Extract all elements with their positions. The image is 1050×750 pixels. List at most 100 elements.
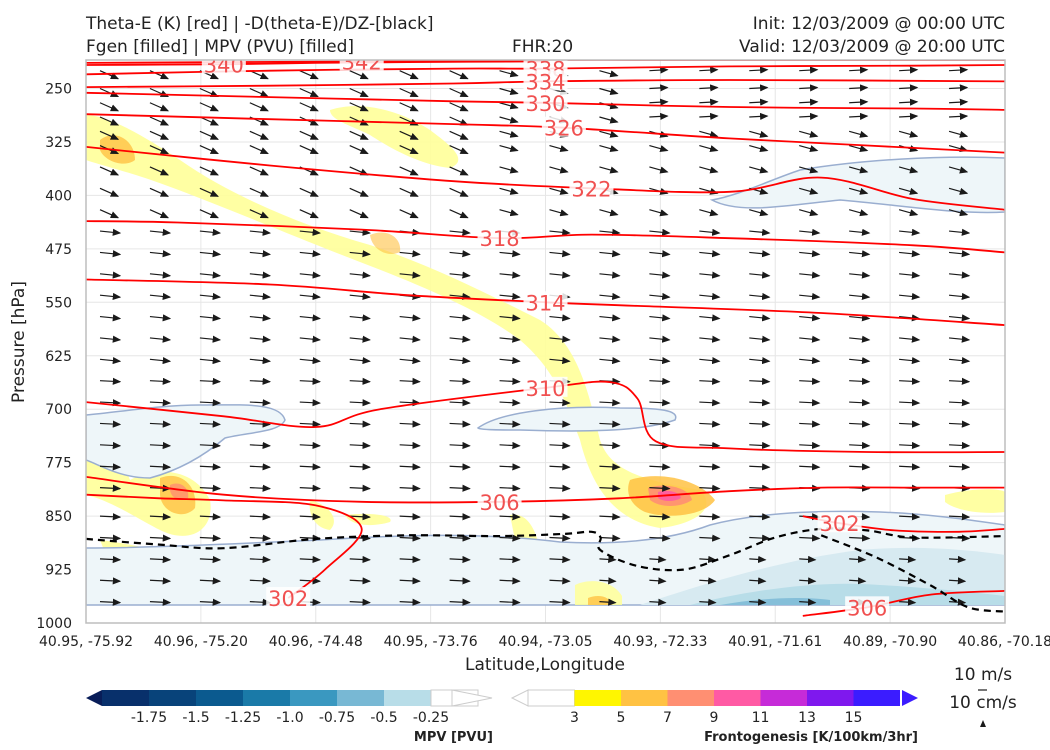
- wind-arrow: [699, 66, 719, 74]
- wind-arrow: [499, 420, 521, 428]
- x-axis-ticks: 40.95, -75.92 40.96, -75.20 40.96, -74.48 4…: [39, 634, 1050, 650]
- mpv-colorbar-tick: -0.25: [413, 710, 449, 726]
- wind-arrow: [399, 555, 421, 564]
- fgen-core-orange-4: [370, 232, 401, 255]
- mpv-colorbar-cell: [243, 690, 290, 706]
- wind-arrow: [399, 102, 419, 112]
- wind-arrow: [948, 292, 971, 301]
- mpv-colorbar-tick: -1.5: [182, 710, 209, 726]
- wind-arrow: [249, 102, 269, 112]
- theta-e-contour-318: [86, 220, 1005, 254]
- y-tick-label: 550: [45, 295, 72, 311]
- wind-arrow: [299, 228, 321, 236]
- theta-e-contour-342: [86, 60, 1005, 64]
- wind-arrow: [849, 98, 869, 106]
- wind-arrow: [299, 420, 321, 428]
- wind-arrow: [149, 209, 170, 219]
- wind-arrow: [349, 314, 371, 322]
- wind-arrow: [499, 292, 521, 301]
- wind-arrow: [599, 420, 621, 428]
- wind-arrow: [99, 463, 122, 471]
- wind-arrow: [599, 399, 621, 407]
- theta-e-contour-306: [86, 476, 1005, 504]
- fgen-colorbar-tick: 13: [798, 710, 816, 726]
- wind-arrow: [649, 555, 667, 564]
- mpv-colorbar-cell: [384, 690, 431, 706]
- wind-arrow: [349, 292, 371, 301]
- wind-arrow: [99, 228, 122, 236]
- wind-arrow: [948, 187, 969, 195]
- wind-arrow: [899, 598, 917, 606]
- wind-arrow: [299, 292, 321, 301]
- wind-arrow: [99, 441, 122, 450]
- theta-e-label: 326: [544, 117, 584, 141]
- wind-arrow: [449, 144, 469, 155]
- wind-arrow: [299, 513, 321, 521]
- wind-arrow: [749, 314, 771, 322]
- wind-arrow: [949, 513, 971, 521]
- wind-arrow: [99, 292, 122, 301]
- stability-contour: [86, 527, 1005, 572]
- wind-arrow: [199, 228, 222, 236]
- wind-arrow: [449, 357, 471, 365]
- wind-arrow: [349, 87, 369, 98]
- wind-arrow: [149, 441, 172, 450]
- wind-arrow: [699, 250, 721, 258]
- wind-arrow: [849, 463, 871, 471]
- wind-arrow: [549, 250, 571, 258]
- wind-arrow: [149, 420, 172, 428]
- wind-arrow: [349, 463, 371, 471]
- wind-arrow: [899, 335, 921, 343]
- wind-arrow: [749, 292, 771, 301]
- wind-arrow: [549, 555, 571, 564]
- wind-arrow: [649, 484, 671, 492]
- wind-arrow: [399, 250, 421, 258]
- wind-arrow: [649, 463, 671, 471]
- wind-arrow: [749, 357, 771, 365]
- wind-arrow: [499, 357, 521, 365]
- wind-arrow: [499, 598, 521, 606]
- y-tick-label: 325: [45, 135, 72, 151]
- wind-arrow: [499, 102, 519, 110]
- x-tick-label: 40.94, -73.05: [498, 634, 592, 650]
- wind-arrow: [99, 598, 122, 606]
- mpv-colorbar-right-arrow: [451, 689, 493, 707]
- wind-arrow: [449, 420, 471, 428]
- wind-arrow: [949, 463, 971, 471]
- wind-arrow: [199, 420, 222, 428]
- wind-arrow: [149, 513, 172, 521]
- theta-e-contour-334: [86, 79, 1005, 88]
- wind-arrow: [749, 250, 771, 258]
- wind-arrow: [899, 112, 919, 121]
- wind-arrow: [899, 420, 921, 428]
- wind-arrow: [499, 187, 519, 195]
- wind-arrow: [299, 70, 319, 80]
- fgen-colorbar-right-arrow: [902, 690, 918, 706]
- wind-arrow: [799, 399, 821, 407]
- theta-e-label-bg: [845, 596, 890, 617]
- wind-arrow: [449, 250, 471, 258]
- wind-arrow: [149, 463, 172, 471]
- wind-arrow: [449, 335, 471, 343]
- wind-arrow: [99, 335, 122, 343]
- wind-arrow: [599, 271, 621, 279]
- wind-arrow: [799, 420, 821, 428]
- theta-e-label: 306: [480, 491, 520, 515]
- wind-arrow: [199, 250, 222, 258]
- wind-arrow: [849, 271, 871, 279]
- wind-arrow: [299, 335, 321, 343]
- wind-arrow: [399, 577, 421, 585]
- fgen-colorbar-cell: [574, 690, 621, 706]
- wind-arrow: [899, 441, 921, 450]
- wind-arrow: [649, 577, 667, 585]
- wind-arrow: [849, 187, 869, 195]
- wind-arrow: [249, 577, 272, 585]
- wind-arrow: [799, 166, 819, 174]
- wind-arrow: [349, 377, 371, 385]
- wind-arrow: [249, 420, 272, 428]
- wind-arrow: [799, 598, 817, 606]
- wind-arrow: [599, 228, 621, 236]
- wind-arrow: [99, 513, 122, 521]
- y-tick-label: 850: [45, 509, 72, 525]
- wind-arrow: [599, 292, 621, 301]
